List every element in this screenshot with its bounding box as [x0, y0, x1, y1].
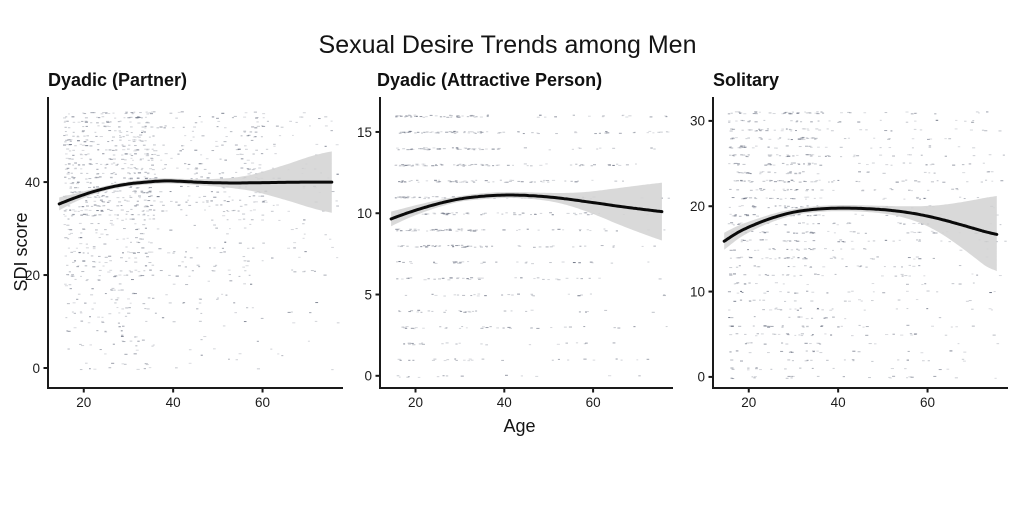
x-tick-label: 20 — [408, 395, 423, 410]
trend-line — [389, 193, 664, 221]
ci-band — [724, 196, 997, 272]
scatter-points — [394, 114, 670, 378]
y-tick-label: 15 — [357, 125, 372, 140]
facet-title-dyadic-partner: Dyadic (Partner) — [48, 70, 188, 90]
axes: 0 10 20 30 20 40 60 — [690, 97, 1008, 410]
y-tick-label: 5 — [364, 287, 372, 302]
x-tick-label: 60 — [586, 395, 601, 410]
y-tick-label: 10 — [690, 284, 705, 299]
x-tick-label: 40 — [166, 395, 181, 410]
x-tick-label: 40 — [497, 395, 512, 410]
trend-line — [722, 206, 999, 243]
x-tick-label: 20 — [76, 395, 91, 410]
trend-line — [57, 179, 334, 206]
y-tick-label: 10 — [357, 206, 372, 221]
x-tick-label: 60 — [255, 395, 270, 410]
facet-title-solitary: Solitary — [713, 70, 780, 90]
axes: 0 5 10 15 20 40 60 — [357, 97, 673, 410]
facet-title-dyadic-attractive-person: Dyadic (Attractive Person) — [377, 70, 603, 90]
scatter-points — [63, 111, 340, 371]
panel-dyadic-attractive-person: 0 5 10 15 20 40 60 — [357, 97, 673, 410]
y-tick-label: 0 — [32, 361, 40, 376]
y-tick-label: 20 — [25, 268, 40, 283]
y-tick-label: 40 — [25, 175, 40, 190]
y-tick-label: 30 — [690, 114, 705, 129]
x-tick-label: 40 — [831, 395, 846, 410]
x-tick-label: 20 — [741, 395, 756, 410]
ci-band — [391, 182, 662, 241]
y-tick-label: 0 — [364, 369, 372, 384]
x-tick-label: 60 — [920, 395, 935, 410]
scatter-points — [727, 111, 1007, 380]
y-tick-label: 20 — [690, 199, 705, 214]
x-axis-label: Age — [503, 416, 536, 436]
panel-dyadic-partner: 0 20 40 20 40 60 — [25, 97, 343, 410]
panel-solitary: 0 10 20 30 20 40 60 — [690, 97, 1008, 410]
figure-title: Sexual Desire Trends among Men — [318, 31, 697, 59]
y-tick-label: 0 — [697, 370, 705, 385]
axes: 0 20 40 20 40 60 — [25, 97, 343, 410]
